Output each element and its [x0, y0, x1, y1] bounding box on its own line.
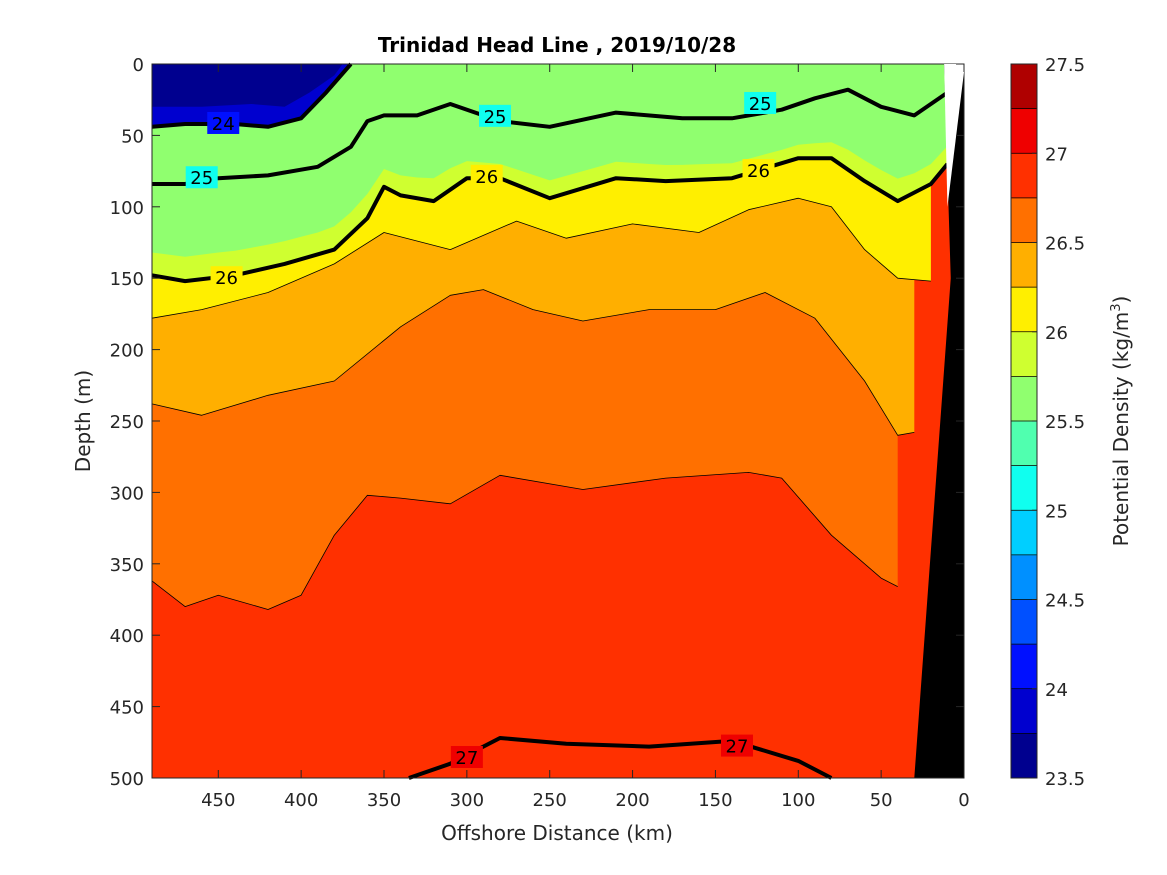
x-axis-ticks: 450 400 350 300 250 200 150 100 50 0 — [201, 64, 970, 811]
y-tick-label: 400 — [110, 626, 144, 647]
contour-label-25: 25 — [484, 107, 507, 128]
contour-label-bg — [720, 734, 753, 757]
y-tick-label: 0 — [133, 55, 144, 76]
contour-label-bg — [210, 266, 243, 289]
contour-label-26: 26 — [475, 167, 498, 188]
colorbar-tick-label: 26 — [1045, 323, 1068, 344]
colorbar-segment — [1011, 287, 1037, 333]
colorbar — [1010, 63, 1038, 779]
colorbar-segment — [1011, 64, 1037, 110]
colorbar-tick-label: 25 — [1045, 501, 1068, 522]
colorbar-segment — [1011, 733, 1037, 779]
band-23.5-top — [152, 64, 343, 107]
contour-label-27: 27 — [455, 748, 478, 769]
colorbar-segment — [1011, 376, 1037, 422]
colorbar-tick-label: 26.5 — [1045, 234, 1085, 255]
x-tick-label: 50 — [870, 790, 893, 811]
colorbar-segment — [1011, 197, 1037, 243]
colorbar-segment — [1011, 688, 1037, 734]
contour-label-25: 25 — [190, 168, 213, 189]
contour-label-bg — [207, 111, 240, 134]
x-tick-label: 350 — [367, 790, 401, 811]
contour-label-bg — [742, 159, 775, 182]
isoline-24 — [151, 62, 353, 129]
contour-label-27: 27 — [726, 737, 749, 758]
seafloor-bathymetry — [914, 64, 964, 778]
y-tick-label: 50 — [121, 126, 144, 147]
colorbar-segment — [1011, 554, 1037, 600]
y-tick-label: 450 — [110, 698, 144, 719]
colorbar-tick-label: 27 — [1045, 144, 1068, 165]
x-tick-label: 450 — [201, 790, 235, 811]
x-tick-label: 200 — [615, 790, 649, 811]
colorbar-segment — [1011, 242, 1037, 288]
isoline-26.5 — [151, 289, 915, 436]
isoline-26.25 — [151, 197, 931, 319]
contour-label-24: 24 — [212, 114, 235, 135]
x-axis-label: Offshore Distance (km) — [441, 821, 673, 845]
colorbar-segment — [1011, 421, 1037, 467]
colorbar-label-end: ) — [1109, 296, 1133, 304]
colorbar-segment — [1011, 644, 1037, 690]
colorbar-tick-label: 23.5 — [1045, 769, 1085, 790]
colorbar-tick-label: 24.5 — [1045, 591, 1085, 612]
x-tick-label: 0 — [958, 790, 969, 811]
x-tick-label: 300 — [450, 790, 484, 811]
colorbar-segment — [1011, 153, 1037, 199]
colorbar-label-text: Potential Density (kg/m — [1109, 312, 1133, 547]
colorbar-label: Potential Density (kg/m3) — [1109, 296, 1133, 547]
contour-label-bg — [185, 166, 218, 189]
shore-gap — [944, 64, 964, 207]
colorbar-segment — [1011, 331, 1037, 377]
y-axis-label: Depth (m) — [71, 370, 95, 472]
contour-label-bg — [744, 91, 777, 114]
x-tick-label: 150 — [698, 790, 732, 811]
y-tick-label: 150 — [110, 269, 144, 290]
colorbar-segment — [1011, 108, 1037, 154]
contour-label-bg — [479, 104, 512, 127]
contour-label-26: 26 — [747, 161, 770, 182]
colorbar-tick-label: 24 — [1045, 680, 1068, 701]
contour-plot-area: 24 25 26 25 26 25 26 27 27 — [151, 62, 965, 780]
x-tick-label: 100 — [781, 790, 815, 811]
isoline-26.75 — [151, 472, 898, 610]
contour-label-26: 26 — [215, 268, 238, 289]
contour-label-25: 25 — [749, 94, 772, 115]
colorbar-segment — [1011, 465, 1037, 511]
y-tick-label: 500 — [110, 769, 144, 790]
y-tick-label: 100 — [110, 198, 144, 219]
y-axis-ticks: 0 50 100 150 200 250 300 350 400 450 500 — [110, 55, 964, 790]
colorbar-tick-label: 25.5 — [1045, 412, 1085, 433]
colorbar-label-superscript: 3 — [1109, 303, 1124, 311]
x-tick-label: 250 — [533, 790, 567, 811]
chart-title: Trinidad Head Line , 2019/10/28 — [378, 33, 736, 57]
y-tick-label: 200 — [110, 341, 144, 362]
contour-labels: 24 25 26 25 26 25 26 27 27 — [185, 91, 777, 769]
contour-label-bg — [450, 746, 483, 769]
density-bands — [152, 64, 964, 778]
colorbar-segment — [1011, 510, 1037, 556]
y-tick-label: 250 — [110, 412, 144, 433]
y-tick-label: 350 — [110, 555, 144, 576]
contour-label-bg — [470, 164, 503, 187]
colorbar-tick-label: 27.5 — [1045, 55, 1085, 76]
y-tick-label: 300 — [110, 483, 144, 504]
colorbar-segment — [1011, 599, 1037, 645]
x-tick-label: 400 — [284, 790, 318, 811]
colorbar-ticks: 27.5 27 26.5 26 25.5 25 24.5 24 23.5 — [1032, 55, 1085, 790]
